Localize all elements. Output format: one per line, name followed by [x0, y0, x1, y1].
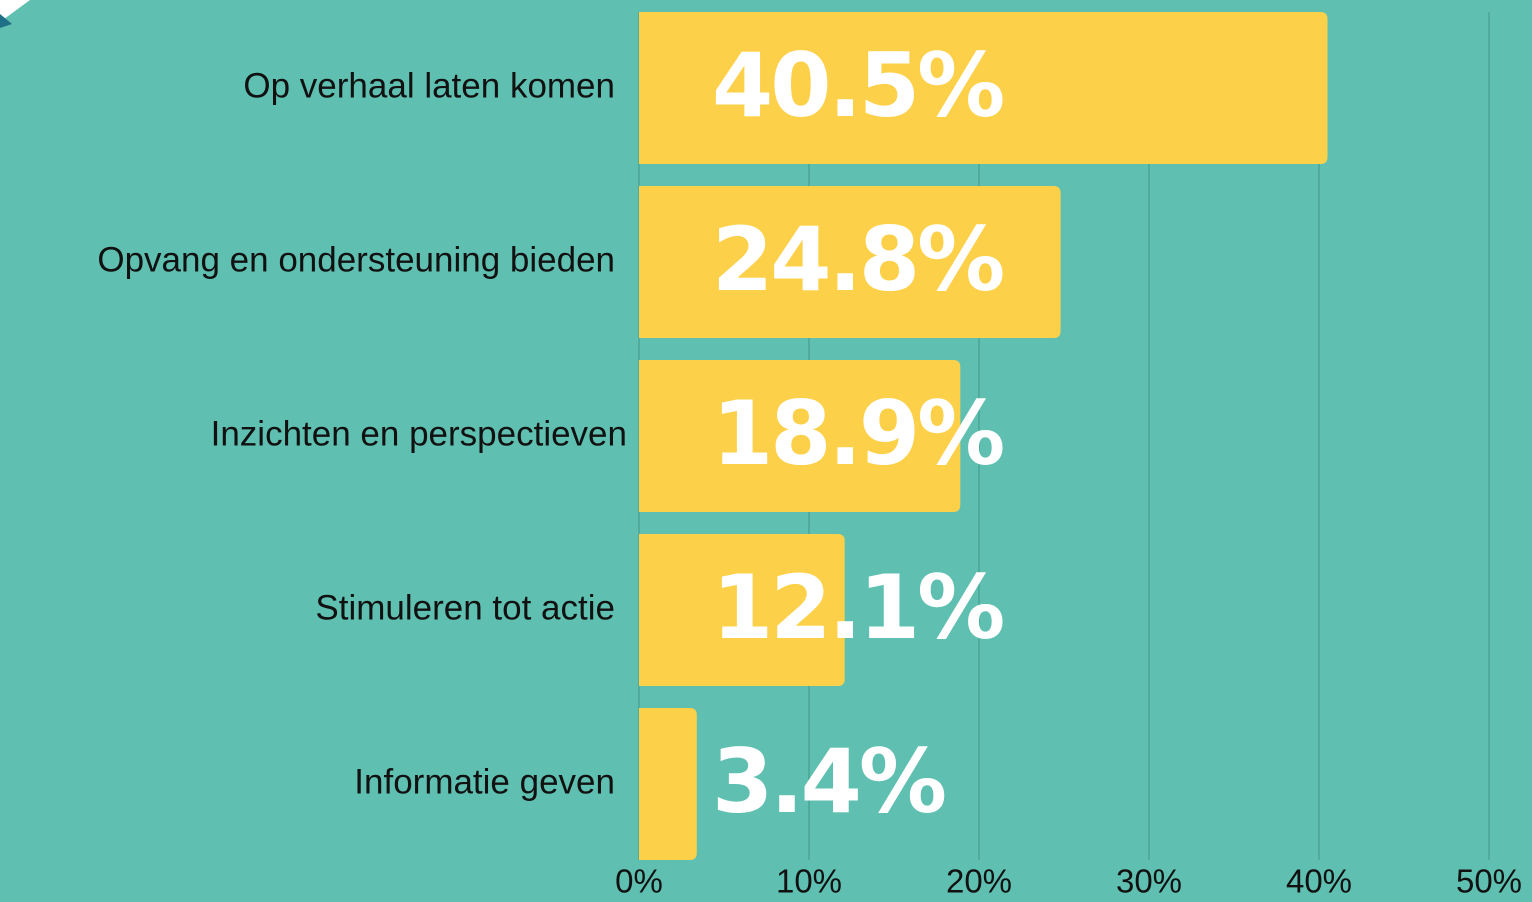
- value-label: 40.5%: [712, 34, 1003, 137]
- x-tick-label: 40%: [1286, 863, 1352, 900]
- bar: [639, 186, 1061, 338]
- corner-decoration: [0, 0, 30, 22]
- corner-decoration: [0, 14, 12, 28]
- x-tick-label: 20%: [946, 863, 1012, 900]
- bar: [639, 360, 961, 512]
- bar: [639, 534, 845, 686]
- value-label: 18.9%: [712, 382, 1003, 485]
- x-tick-label: 50%: [1456, 863, 1522, 900]
- bar: [639, 12, 1328, 164]
- x-tick-label: 0%: [615, 863, 663, 900]
- value-label: 24.8%: [712, 208, 1003, 311]
- value-label: 12.1%: [712, 556, 1003, 659]
- x-tick-label: 30%: [1116, 863, 1182, 900]
- category-label: Stimuleren tot actie: [315, 588, 615, 627]
- bar: [639, 708, 697, 860]
- x-tick-label: 10%: [776, 863, 842, 900]
- value-label: 3.4%: [712, 730, 945, 833]
- category-label: Inzichten en perspectieven: [211, 414, 627, 453]
- category-label: Informatie geven: [354, 762, 615, 801]
- category-label: Opvang en ondersteuning bieden: [97, 240, 615, 279]
- category-label: Op verhaal laten komen: [243, 66, 615, 105]
